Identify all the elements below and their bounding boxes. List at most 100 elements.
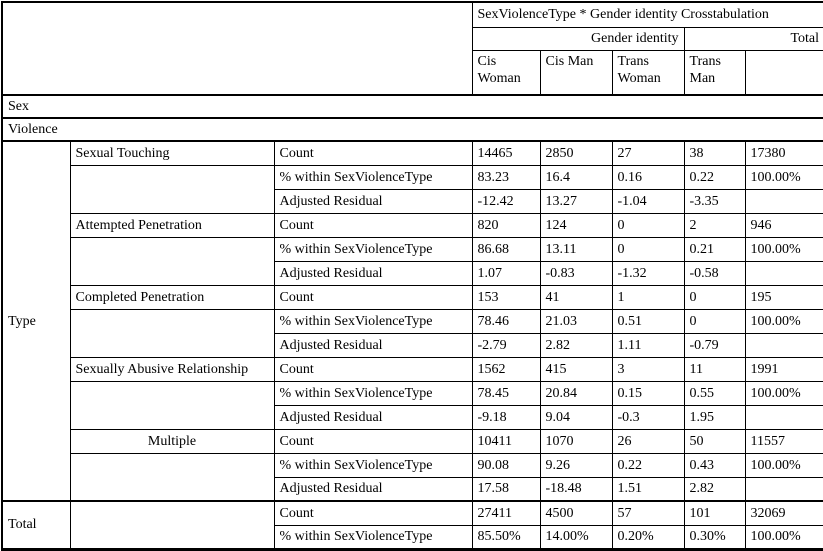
dimension-row-violence: Violence [1, 117, 823, 142]
category-continuation [69, 236, 275, 286]
data-cell: 0.20% [611, 524, 685, 550]
data-cell: 0 [683, 284, 746, 310]
data-cell: 3 [611, 356, 685, 382]
data-cell: 27411 [471, 500, 541, 526]
data-cell: 1.51 [611, 476, 685, 502]
col-header-trans-man: Trans Man [683, 49, 746, 96]
category-continuation [69, 380, 275, 430]
data-cell: -0.83 [539, 260, 613, 286]
data-cell: -2.79 [471, 332, 541, 358]
data-cell: 1.07 [471, 260, 541, 286]
data-cell: -3.35 [683, 188, 746, 214]
data-cell: 27 [611, 140, 685, 166]
data-cell: 820 [471, 212, 541, 238]
stat-label-count: Count [273, 356, 473, 382]
col-header-cis-woman: Cis Woman [471, 49, 541, 96]
data-cell: 38 [683, 140, 746, 166]
data-cell: 9.04 [539, 404, 613, 430]
data-cell: 0.16 [611, 164, 685, 190]
data-cell: 1562 [471, 356, 541, 382]
total-category-empty [69, 500, 275, 550]
data-cell: -9.18 [471, 404, 541, 430]
data-cell [744, 476, 823, 502]
data-cell: 124 [539, 212, 613, 238]
data-cell: 10411 [471, 428, 541, 454]
stat-label-adjres: Adjusted Residual [273, 188, 473, 214]
data-cell: 9.26 [539, 452, 613, 478]
data-cell [744, 188, 823, 214]
data-cell: 2.82 [683, 476, 746, 502]
data-cell: 11557 [744, 428, 823, 454]
category-label: Completed Penetration [69, 284, 275, 310]
data-cell: -0.3 [611, 404, 685, 430]
data-cell: 57 [611, 500, 685, 526]
stat-label-pct: % within SexViolenceType [273, 524, 473, 550]
data-cell: 78.46 [471, 308, 541, 334]
data-cell: 21.03 [539, 308, 613, 334]
category-continuation [69, 452, 275, 502]
data-cell: -12.42 [471, 188, 541, 214]
corner-cell [1, 1, 473, 96]
data-cell: 100.00% [744, 524, 823, 550]
data-cell: 195 [744, 284, 823, 310]
dimension-row-sex: Sex [1, 94, 823, 119]
stat-label-adjres: Adjusted Residual [273, 476, 473, 502]
stat-label-pct: % within SexViolenceType [273, 164, 473, 190]
stat-label-pct: % within SexViolenceType [273, 308, 473, 334]
data-cell: -1.32 [611, 260, 685, 286]
stat-label-adjres: Adjusted Residual [273, 260, 473, 286]
data-cell: 16.4 [539, 164, 613, 190]
stat-label-count: Count [273, 500, 473, 526]
stat-label-pct: % within SexViolenceType [273, 452, 473, 478]
data-cell: 86.68 [471, 236, 541, 262]
data-cell: 100.00% [744, 308, 823, 334]
data-cell: 1.95 [683, 404, 746, 430]
data-cell: 0 [683, 308, 746, 334]
col-header-cis-man: Cis Man [539, 49, 613, 96]
data-cell: 85.50% [471, 524, 541, 550]
data-cell: 100.00% [744, 452, 823, 478]
col-header-trans-woman: Trans Woman [611, 49, 685, 96]
row-header-type: Type [1, 140, 71, 502]
data-cell: -1.04 [611, 188, 685, 214]
data-cell: 14465 [471, 140, 541, 166]
data-cell: 50 [683, 428, 746, 454]
data-cell: 100.00% [744, 164, 823, 190]
total-group-header: Total [683, 26, 823, 51]
stat-label-adjres: Adjusted Residual [273, 332, 473, 358]
data-cell: 1.11 [611, 332, 685, 358]
data-cell: 0.51 [611, 308, 685, 334]
row-header-total: Total [1, 500, 71, 550]
data-cell: 13.27 [539, 188, 613, 214]
data-cell: 41 [539, 284, 613, 310]
data-cell: 2 [683, 212, 746, 238]
data-cell: 17.58 [471, 476, 541, 502]
data-cell: 415 [539, 356, 613, 382]
data-cell: 11 [683, 356, 746, 382]
data-cell: 2850 [539, 140, 613, 166]
data-cell: 0 [611, 236, 685, 262]
data-cell [744, 404, 823, 430]
data-cell [744, 260, 823, 286]
stat-label-count: Count [273, 284, 473, 310]
data-cell: 153 [471, 284, 541, 310]
data-cell: 17380 [744, 140, 823, 166]
data-cell: 4500 [539, 500, 613, 526]
data-cell: 1070 [539, 428, 613, 454]
data-cell: 83.23 [471, 164, 541, 190]
data-cell: 0.30% [683, 524, 746, 550]
data-cell: 101 [683, 500, 746, 526]
data-cell: 14.00% [539, 524, 613, 550]
data-cell: 0.22 [611, 452, 685, 478]
data-cell: 26 [611, 428, 685, 454]
data-cell: 32069 [744, 500, 823, 526]
data-cell: 0.55 [683, 380, 746, 406]
data-cell: 1 [611, 284, 685, 310]
data-cell: -0.79 [683, 332, 746, 358]
stat-label-pct: % within SexViolenceType [273, 236, 473, 262]
table-title: SexViolenceType * Gender identity Crosst… [471, 1, 823, 28]
data-cell: 1991 [744, 356, 823, 382]
category-continuation [69, 164, 275, 214]
data-cell: 946 [744, 212, 823, 238]
